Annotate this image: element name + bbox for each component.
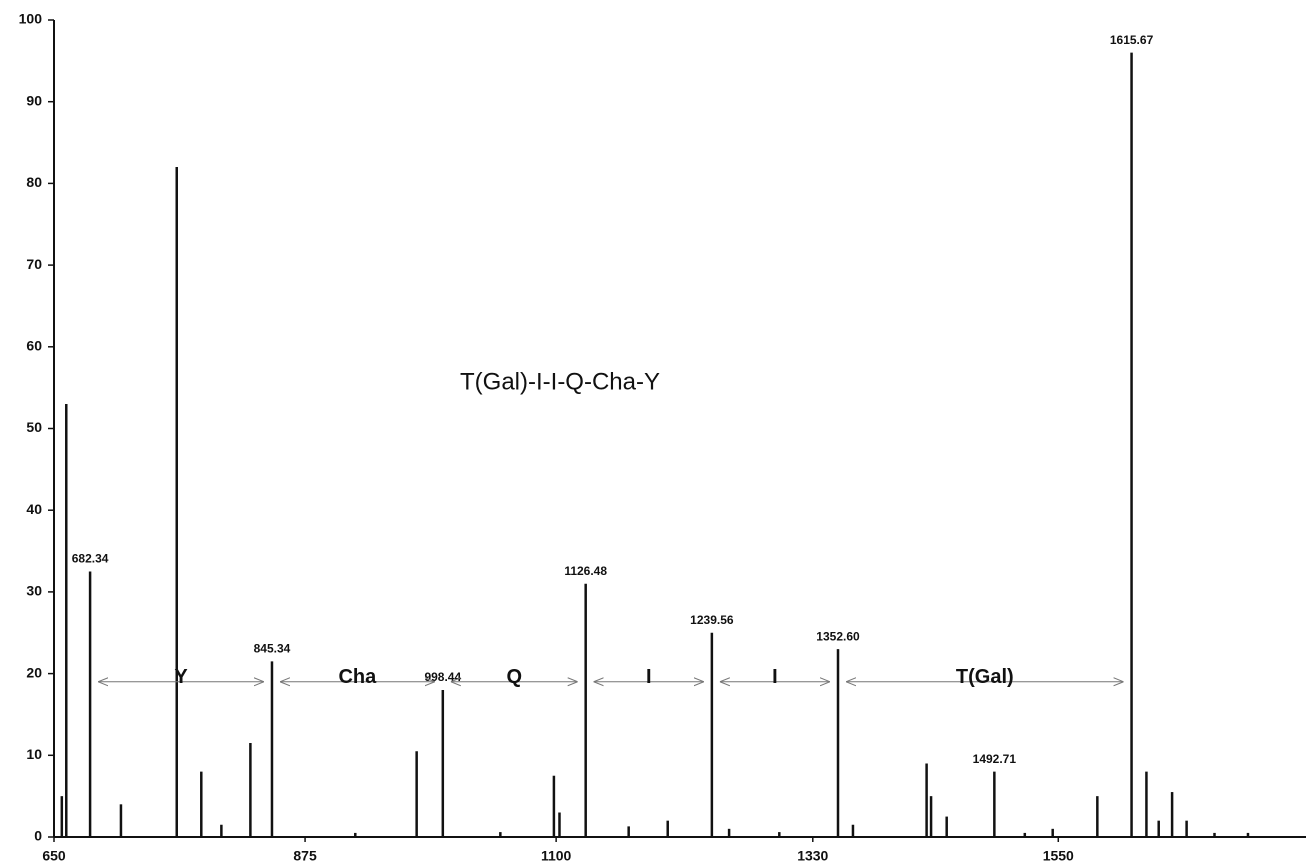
y-tick-label: 10 (26, 746, 42, 762)
y-tick-label: 20 (26, 664, 42, 680)
y-tick-label: 0 (34, 828, 42, 844)
segment-label: Q (506, 666, 522, 688)
peak-label: 682.34 (72, 552, 109, 566)
y-tick-label: 40 (26, 501, 42, 517)
segment-label: I (772, 666, 778, 688)
segment-label: T(Gal) (956, 666, 1014, 688)
y-tick-label: 100 (19, 11, 43, 27)
segment-label: I (646, 666, 652, 688)
peak-label: 1352.60 (816, 629, 860, 643)
x-tick-label: 1100 (541, 848, 572, 864)
y-tick-label: 50 (26, 419, 42, 435)
y-tick-label: 60 (26, 338, 42, 354)
peak-label: 1492.71 (973, 752, 1017, 766)
chart-title: T(Gal)-I-I-Q-Cha-Y (460, 368, 660, 395)
segment-label: Y (174, 666, 188, 688)
y-tick-label: 90 (26, 92, 42, 108)
x-tick-label: 875 (293, 848, 317, 864)
peak-label: 1126.48 (564, 564, 607, 578)
x-tick-label: 1550 (1043, 848, 1074, 864)
segment-label: Cha (338, 666, 377, 688)
y-tick-label: 30 (26, 583, 42, 599)
y-tick-label: 70 (26, 256, 42, 272)
peak-label: 845.34 (254, 642, 291, 656)
x-tick-label: 650 (42, 848, 66, 864)
y-tick-label: 80 (26, 174, 42, 190)
x-tick-label: 1330 (797, 848, 828, 864)
peak-label: 1615.67 (1110, 33, 1154, 47)
peak-label: 1239.56 (690, 613, 734, 627)
